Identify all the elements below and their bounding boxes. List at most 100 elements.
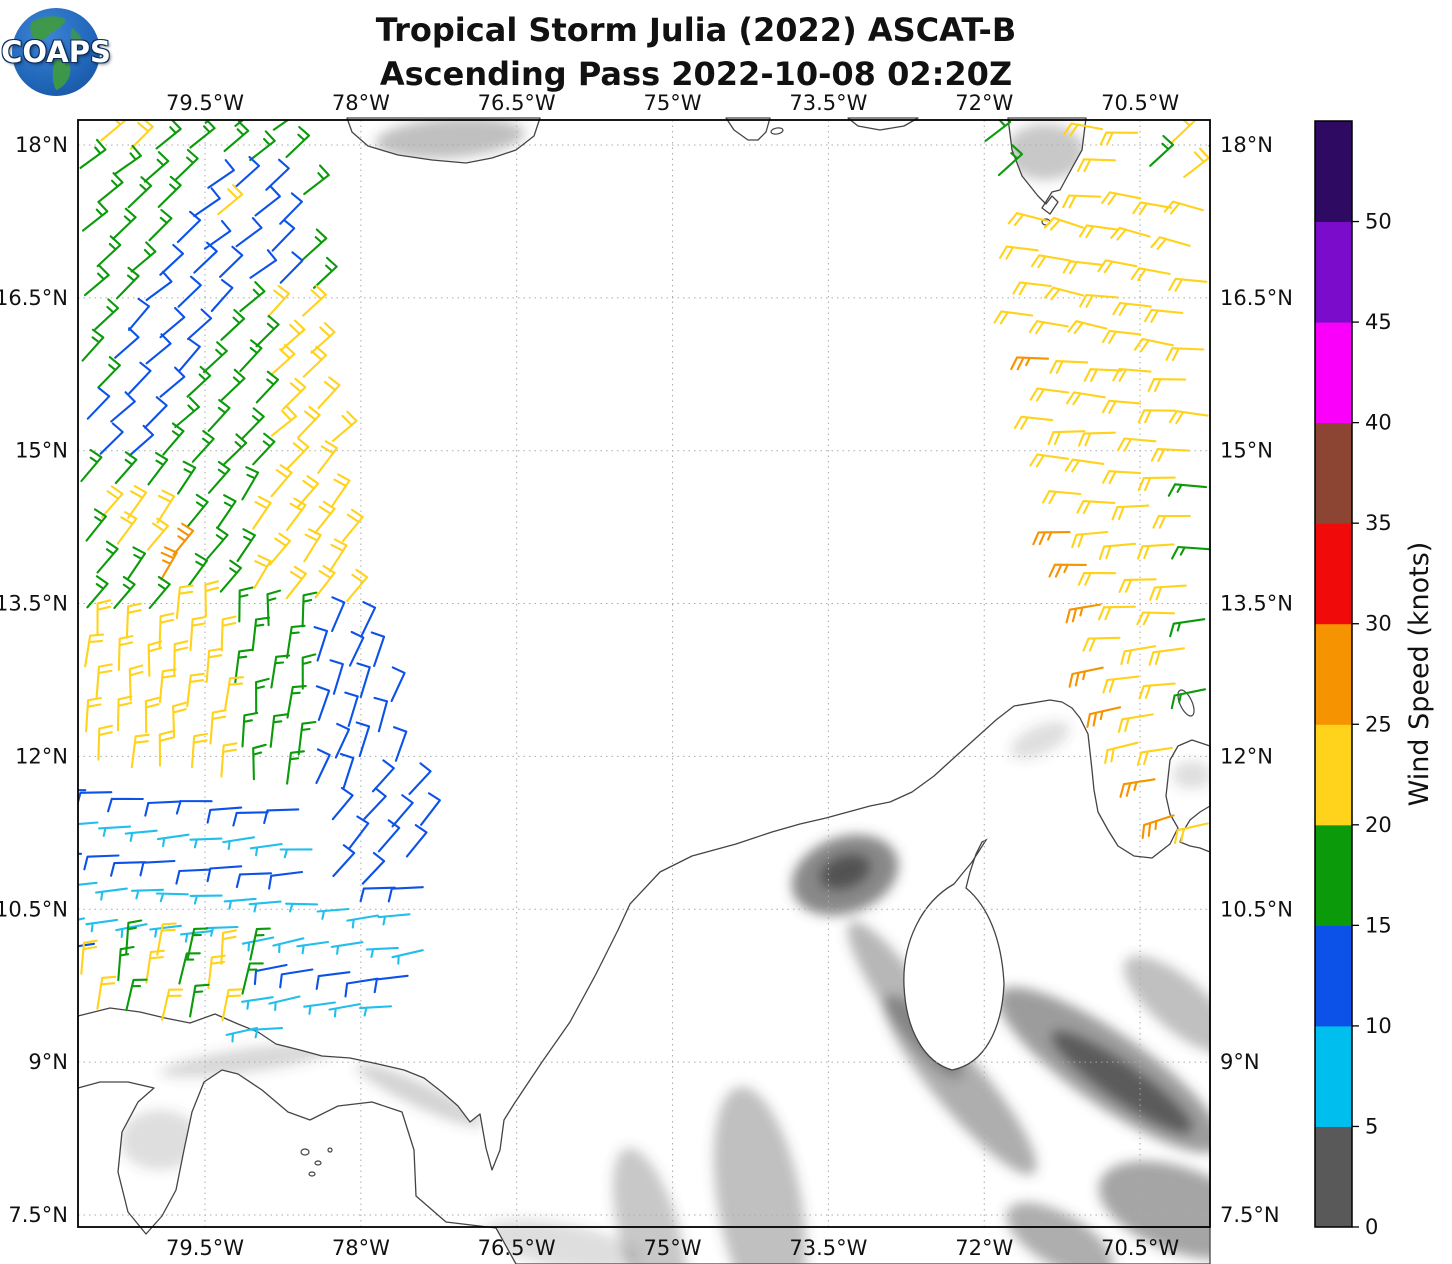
wind-barb	[314, 564, 336, 599]
lake-maracaibo	[903, 838, 1005, 1071]
wind-barb	[161, 988, 184, 1021]
wind-barb	[1044, 286, 1085, 301]
wind-barb	[301, 591, 318, 628]
wind-barb	[249, 130, 276, 162]
wind-barb	[344, 691, 359, 728]
wind-barb	[178, 338, 201, 372]
wind-barb	[191, 429, 215, 463]
wind-barb	[206, 806, 243, 824]
wind-barb	[234, 155, 261, 188]
wind-barb	[241, 996, 274, 1010]
plot-frame	[77, 119, 1211, 1228]
wind-barb	[1007, 212, 1049, 226]
wind-barb	[330, 473, 351, 508]
colorbar-tick-label: 35	[1365, 511, 1392, 535]
wind-barb	[1010, 356, 1050, 371]
wind-barb	[217, 494, 237, 528]
wind-barb	[285, 125, 311, 159]
y-tick-label-right: 7.5°N	[1220, 1203, 1280, 1227]
wind-barb	[175, 584, 194, 620]
wind-barb	[80, 939, 98, 975]
wind-barb	[162, 422, 185, 456]
wind-barb	[346, 914, 379, 929]
wind-barb	[209, 709, 227, 745]
wind-barb	[114, 327, 140, 359]
island-aruba	[1177, 689, 1195, 717]
wind-barb	[1032, 531, 1071, 546]
wind-barb	[178, 952, 201, 985]
wind-barb	[174, 148, 199, 182]
wind-barb	[1030, 254, 1071, 269]
wind-barb	[96, 599, 112, 636]
wind-barb	[99, 422, 124, 455]
colorbar-segment-10-15	[1315, 925, 1352, 1027]
terrain-blob	[481, 1219, 639, 1264]
wind-barb	[373, 696, 389, 733]
wind-barb	[156, 489, 176, 524]
wind-barb	[370, 631, 386, 668]
wind-barb	[1133, 337, 1174, 352]
wind-barb	[1076, 158, 1116, 173]
wind-barb	[1120, 645, 1157, 666]
chart-title-line2: Ascending Pass 2022-10-08 02:20Z	[379, 55, 1013, 93]
wind-barb	[1062, 260, 1103, 275]
map-coastlines	[77, 117, 1211, 1264]
wind-barb	[179, 930, 213, 943]
colorbar-segment-0-5	[1315, 1126, 1352, 1228]
wind-barb	[85, 918, 119, 933]
wind-barb	[205, 925, 239, 937]
wind-barb	[97, 724, 114, 761]
wind-barb	[1043, 216, 1085, 231]
wind-barb	[78, 789, 87, 792]
y-tick-label-right: 10.5°N	[1220, 897, 1293, 921]
wind-barb	[206, 526, 229, 560]
terrain-blob	[1006, 1202, 1114, 1264]
coaps-logo-text: COAPS	[1, 35, 111, 69]
terrain-blob	[819, 854, 871, 890]
wind-barb	[1165, 347, 1205, 362]
wind-barb	[159, 366, 186, 398]
wind-barb	[265, 158, 290, 191]
wind-barb	[189, 894, 223, 905]
wind-barb	[187, 552, 209, 587]
wind-barb	[405, 824, 428, 858]
wind-barb	[1065, 391, 1106, 406]
wind-barb	[360, 601, 377, 637]
wind-barb	[297, 721, 317, 756]
wind-barb	[365, 946, 399, 958]
wind-barb	[114, 451, 138, 485]
wind-barb	[272, 937, 305, 954]
wind-barb	[223, 897, 257, 910]
colorbar-segment-30-35	[1315, 523, 1352, 625]
y-tick-label-left: 12°N	[15, 744, 68, 768]
wind-barb	[302, 228, 328, 261]
wind-barb	[316, 907, 350, 920]
wind-barb	[254, 185, 281, 217]
wind-barb	[220, 742, 238, 778]
wind-barb	[1102, 675, 1140, 694]
wind-barb	[1068, 666, 1104, 688]
land-haiti-sliver-west	[726, 118, 770, 140]
wind-barb	[344, 977, 379, 998]
wind-barb	[341, 508, 364, 542]
wind-barb	[83, 854, 120, 871]
wind-barb	[176, 210, 202, 244]
wind-barb	[1063, 122, 1104, 137]
wind-barb	[1064, 458, 1105, 473]
wind-barb	[280, 319, 306, 352]
x-tick-label-bottom: 76.5°W	[478, 1236, 556, 1260]
chart-title-line1: Tropical Storm Julia (2022) ASCAT-B	[375, 11, 1017, 49]
wind-barb	[279, 251, 304, 284]
wind-barb	[393, 726, 408, 762]
wind-barb	[175, 868, 212, 885]
y-tick-label-left: 13.5°N	[0, 592, 68, 616]
wind-barb	[125, 978, 148, 1012]
wind-barb	[159, 243, 185, 276]
wind-barb	[315, 971, 351, 990]
wind-barb	[270, 344, 296, 376]
wind-barb	[285, 565, 307, 600]
colorbar-segment-5-10	[1315, 1025, 1352, 1127]
colorbar-outline	[1314, 120, 1353, 1228]
y-tick-label-left: 18°N	[15, 133, 68, 157]
